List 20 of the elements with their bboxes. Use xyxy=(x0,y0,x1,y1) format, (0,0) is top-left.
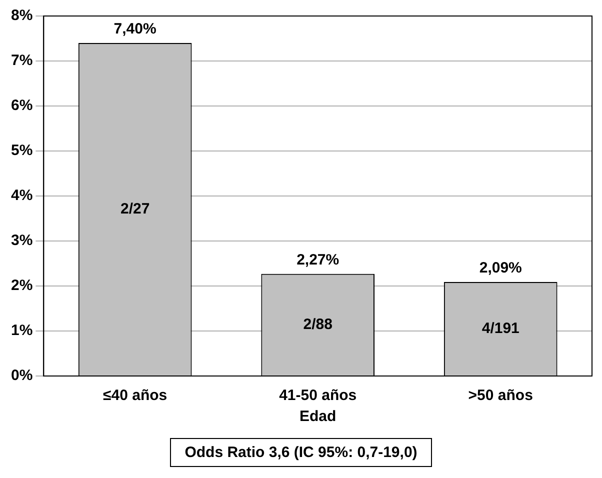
x-tick-label: 41-50 años xyxy=(279,387,357,404)
data-label: 7,40% xyxy=(114,20,156,38)
y-tick-label: 0% xyxy=(10,367,33,384)
x-tick-label: ≤40 años xyxy=(103,387,168,404)
annotation: 2/27 xyxy=(120,200,150,218)
data-label: 2,27% xyxy=(296,251,340,268)
annotation: 2/88 xyxy=(303,316,332,333)
annotation: 4/191 xyxy=(482,320,520,337)
y-tick-label: 8% xyxy=(10,7,33,24)
data-label: 2,09% xyxy=(479,260,522,277)
y-tick-label: 4% xyxy=(10,187,33,204)
y-tick-label: 3% xyxy=(10,232,33,250)
y-tick-label: 7% xyxy=(10,52,33,70)
y-tick-label: 5% xyxy=(10,142,33,160)
text: Odds Ratio 3,6 (IC 95%: 0,7-19,0) xyxy=(170,438,432,467)
y-tick-label: 6% xyxy=(10,97,33,114)
x-tick-label: >50 años xyxy=(468,387,533,404)
y-tick-label: 1% xyxy=(10,322,33,340)
y-tick-label: 2% xyxy=(10,277,33,294)
x-axis-title: Edad xyxy=(299,408,336,426)
